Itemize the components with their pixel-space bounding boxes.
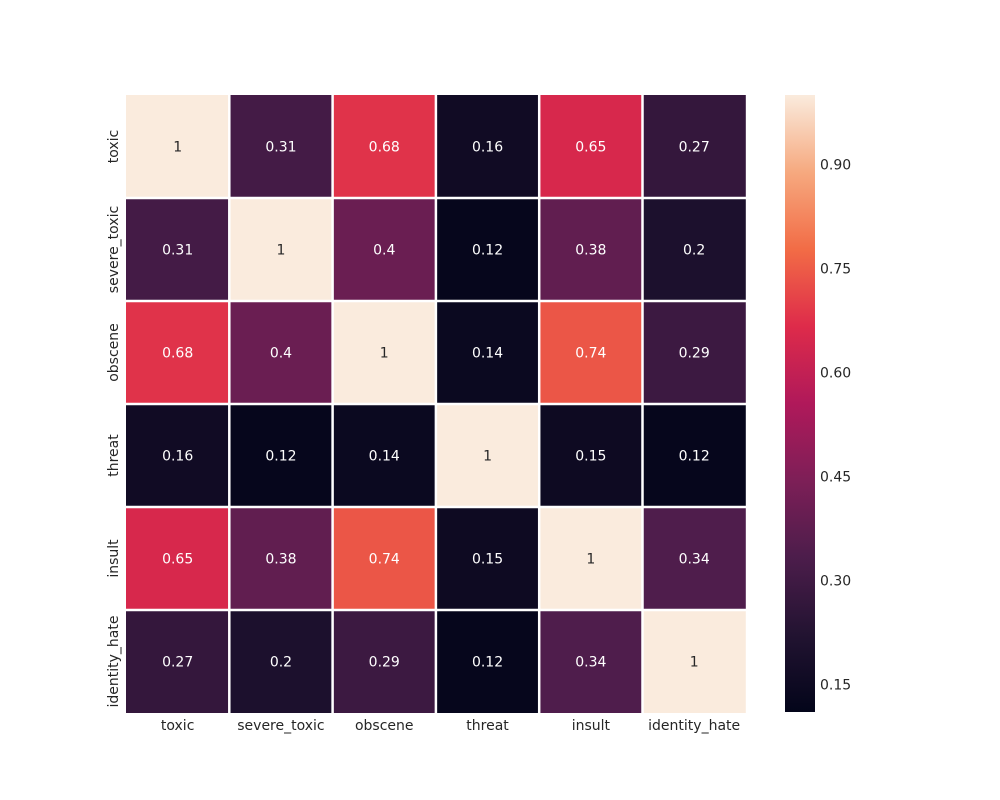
cell-annotation-toxic-threat: 0.16 bbox=[472, 140, 503, 156]
cell-annotation-identity_hate-severe_toxic: 0.2 bbox=[270, 655, 292, 671]
cell-annotation-threat-toxic: 0.16 bbox=[162, 449, 193, 465]
cell-annotation-threat-insult: 0.15 bbox=[575, 449, 606, 465]
colorbar-tick-label-0.45: 0.45 bbox=[820, 469, 851, 485]
cell-annotation-obscene-threat: 0.14 bbox=[472, 346, 503, 362]
heatmap-cell-threat-obscene bbox=[333, 405, 435, 506]
cell-annotation-severe_toxic-obscene: 0.4 bbox=[373, 243, 395, 259]
cell-annotation-insult-severe_toxic: 0.38 bbox=[265, 552, 296, 568]
heatmap-cell-severe_toxic-toxic bbox=[126, 199, 229, 300]
cell-annotation-severe_toxic-severe_toxic: 1 bbox=[276, 243, 285, 259]
heatmap-cell-threat-toxic bbox=[126, 405, 229, 506]
heatmap-cell-severe_toxic-identity_hate bbox=[643, 199, 746, 300]
x-tick-label-obscene: obscene bbox=[355, 718, 414, 734]
y-tick-label-insult: insult bbox=[106, 539, 122, 578]
heatmap-cell-identity_hate-threat bbox=[437, 611, 538, 713]
cell-annotation-severe_toxic-identity_hate: 0.2 bbox=[683, 243, 705, 259]
heatmap-cell-toxic-severe_toxic bbox=[230, 95, 332, 197]
cell-annotations: 1 0.31 0.68 0.16 0.65 0.27 0.31 1 0.4 0.12 0.38 0.2… bbox=[162, 140, 710, 671]
cell-annotation-toxic-insult: 0.65 bbox=[575, 140, 606, 156]
cell-annotation-identity_hate-threat: 0.12 bbox=[472, 655, 503, 671]
heatmap-cell-toxic-identity_hate bbox=[643, 95, 746, 197]
colorbar-gradient bbox=[785, 95, 815, 712]
x-axis-tick-labels: toxic severe_toxic obscene threat insult iden… bbox=[161, 718, 740, 734]
colorbar-tick-label-0.75: 0.75 bbox=[820, 261, 851, 277]
cell-annotation-threat-identity_hate: 0.12 bbox=[679, 449, 710, 465]
heatmap-cell-severe_toxic-insult bbox=[540, 199, 642, 300]
heatmap-cell-identity_hate-toxic bbox=[126, 611, 229, 713]
heatmap-cell-obscene-insult bbox=[540, 302, 642, 403]
y-tick-label-identity_hate: identity_hate bbox=[106, 616, 122, 708]
heatmap-cell-severe_toxic-obscene bbox=[333, 199, 435, 300]
x-tick-label-insult: insult bbox=[572, 718, 611, 734]
y-tick-label-threat: threat bbox=[106, 434, 122, 477]
x-tick-label-toxic: toxic bbox=[161, 718, 195, 734]
y-tick-label-toxic: toxic bbox=[106, 130, 122, 164]
x-tick-label-severe_toxic: severe_toxic bbox=[237, 718, 324, 734]
cell-annotation-identity_hate-toxic: 0.27 bbox=[162, 655, 193, 671]
heatmap-cells bbox=[126, 95, 746, 713]
cell-annotation-insult-toxic: 0.65 bbox=[162, 552, 193, 568]
heatmap-cell-toxic-obscene bbox=[333, 95, 435, 197]
cell-annotation-obscene-obscene: 1 bbox=[380, 346, 389, 362]
heatmap-cell-threat-severe_toxic bbox=[230, 405, 332, 506]
heatmap-cell-identity_hate-identity_hate bbox=[643, 611, 746, 713]
cell-annotation-insult-threat: 0.15 bbox=[472, 552, 503, 568]
cell-annotation-identity_hate-obscene: 0.29 bbox=[369, 655, 400, 671]
cell-annotation-threat-threat: 1 bbox=[483, 449, 492, 465]
heatmap-cell-identity_hate-insult bbox=[540, 611, 642, 713]
heatmap-cell-threat-insult bbox=[540, 405, 642, 506]
cell-annotation-insult-identity_hate: 0.34 bbox=[679, 552, 710, 568]
heatmap-cell-obscene-threat bbox=[437, 302, 538, 403]
heatmap-cell-threat-threat bbox=[437, 405, 538, 506]
heatmap-cell-obscene-identity_hate bbox=[643, 302, 746, 403]
heatmap-cell-insult-insult bbox=[540, 508, 642, 609]
heatmap-cell-insult-identity_hate bbox=[643, 508, 746, 609]
cell-annotation-severe_toxic-toxic: 0.31 bbox=[162, 243, 193, 259]
heatmap-cell-severe_toxic-severe_toxic bbox=[230, 199, 332, 300]
cell-annotation-insult-insult: 1 bbox=[586, 552, 595, 568]
cell-annotation-toxic-severe_toxic: 0.31 bbox=[265, 140, 296, 156]
cell-annotation-obscene-identity_hate: 0.29 bbox=[679, 346, 710, 362]
heatmap-cell-identity_hate-obscene bbox=[333, 611, 435, 713]
cell-annotation-threat-obscene: 0.14 bbox=[369, 449, 400, 465]
heatmap-cell-identity_hate-severe_toxic bbox=[230, 611, 332, 713]
heatmap-cell-obscene-toxic bbox=[126, 302, 229, 403]
colorbar-tick-label-0.30: 0.30 bbox=[820, 573, 851, 589]
x-tick-label-threat: threat bbox=[466, 718, 509, 734]
cell-annotation-threat-severe_toxic: 0.12 bbox=[265, 449, 296, 465]
cell-annotation-identity_hate-identity_hate: 1 bbox=[690, 655, 699, 671]
y-tick-label-severe_toxic: severe_toxic bbox=[106, 206, 122, 293]
heatmap-cell-toxic-insult bbox=[540, 95, 642, 197]
heatmap-cell-obscene-severe_toxic bbox=[230, 302, 332, 403]
colorbar-tick-label-0.60: 0.60 bbox=[820, 365, 851, 381]
y-tick-label-obscene: obscene bbox=[106, 323, 122, 382]
heatmap-cell-obscene-obscene bbox=[333, 302, 435, 403]
cell-annotation-severe_toxic-threat: 0.12 bbox=[472, 243, 503, 259]
cell-annotation-severe_toxic-insult: 0.38 bbox=[575, 243, 606, 259]
cell-annotation-obscene-insult: 0.74 bbox=[575, 346, 606, 362]
colorbar: 0.15 0.30 0.45 0.60 0.75 0.90 bbox=[785, 95, 851, 712]
cell-annotation-insult-obscene: 0.74 bbox=[369, 552, 400, 568]
heatmap-cell-insult-threat bbox=[437, 508, 538, 609]
heatmap-cell-toxic-threat bbox=[437, 95, 538, 197]
heatmap-cell-insult-obscene bbox=[333, 508, 435, 609]
cell-annotation-toxic-toxic: 1 bbox=[173, 140, 182, 156]
heatmap-cell-insult-severe_toxic bbox=[230, 508, 332, 609]
cell-annotation-toxic-identity_hate: 0.27 bbox=[679, 140, 710, 156]
cell-annotation-obscene-toxic: 0.68 bbox=[162, 346, 193, 362]
heatmap-cell-toxic-toxic bbox=[126, 95, 229, 197]
cell-annotation-identity_hate-insult: 0.34 bbox=[575, 655, 606, 671]
cell-annotation-toxic-obscene: 0.68 bbox=[369, 140, 400, 156]
heatmap-cell-insult-toxic bbox=[126, 508, 229, 609]
heatmap-cell-threat-identity_hate bbox=[643, 405, 746, 506]
x-tick-label-identity_hate: identity_hate bbox=[648, 718, 740, 734]
cell-annotation-obscene-severe_toxic: 0.4 bbox=[270, 346, 292, 362]
colorbar-tick-label-0.15: 0.15 bbox=[820, 677, 851, 693]
colorbar-tick-label-0.90: 0.90 bbox=[820, 157, 851, 173]
heatmap-cell-severe_toxic-threat bbox=[437, 199, 538, 300]
